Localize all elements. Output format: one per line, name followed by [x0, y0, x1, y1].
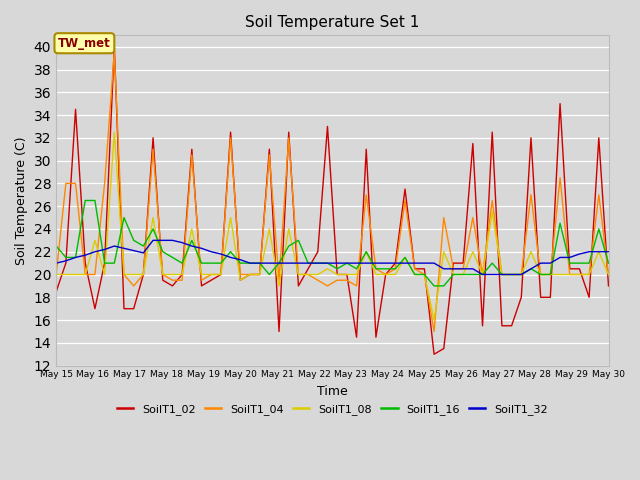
- Legend: SoilT1_02, SoilT1_04, SoilT1_08, SoilT1_16, SoilT1_32: SoilT1_02, SoilT1_04, SoilT1_08, SoilT1_…: [112, 400, 552, 420]
- Text: TW_met: TW_met: [58, 37, 111, 50]
- X-axis label: Time: Time: [317, 385, 348, 398]
- Title: Soil Temperature Set 1: Soil Temperature Set 1: [245, 15, 420, 30]
- Y-axis label: Soil Temperature (C): Soil Temperature (C): [15, 136, 28, 265]
